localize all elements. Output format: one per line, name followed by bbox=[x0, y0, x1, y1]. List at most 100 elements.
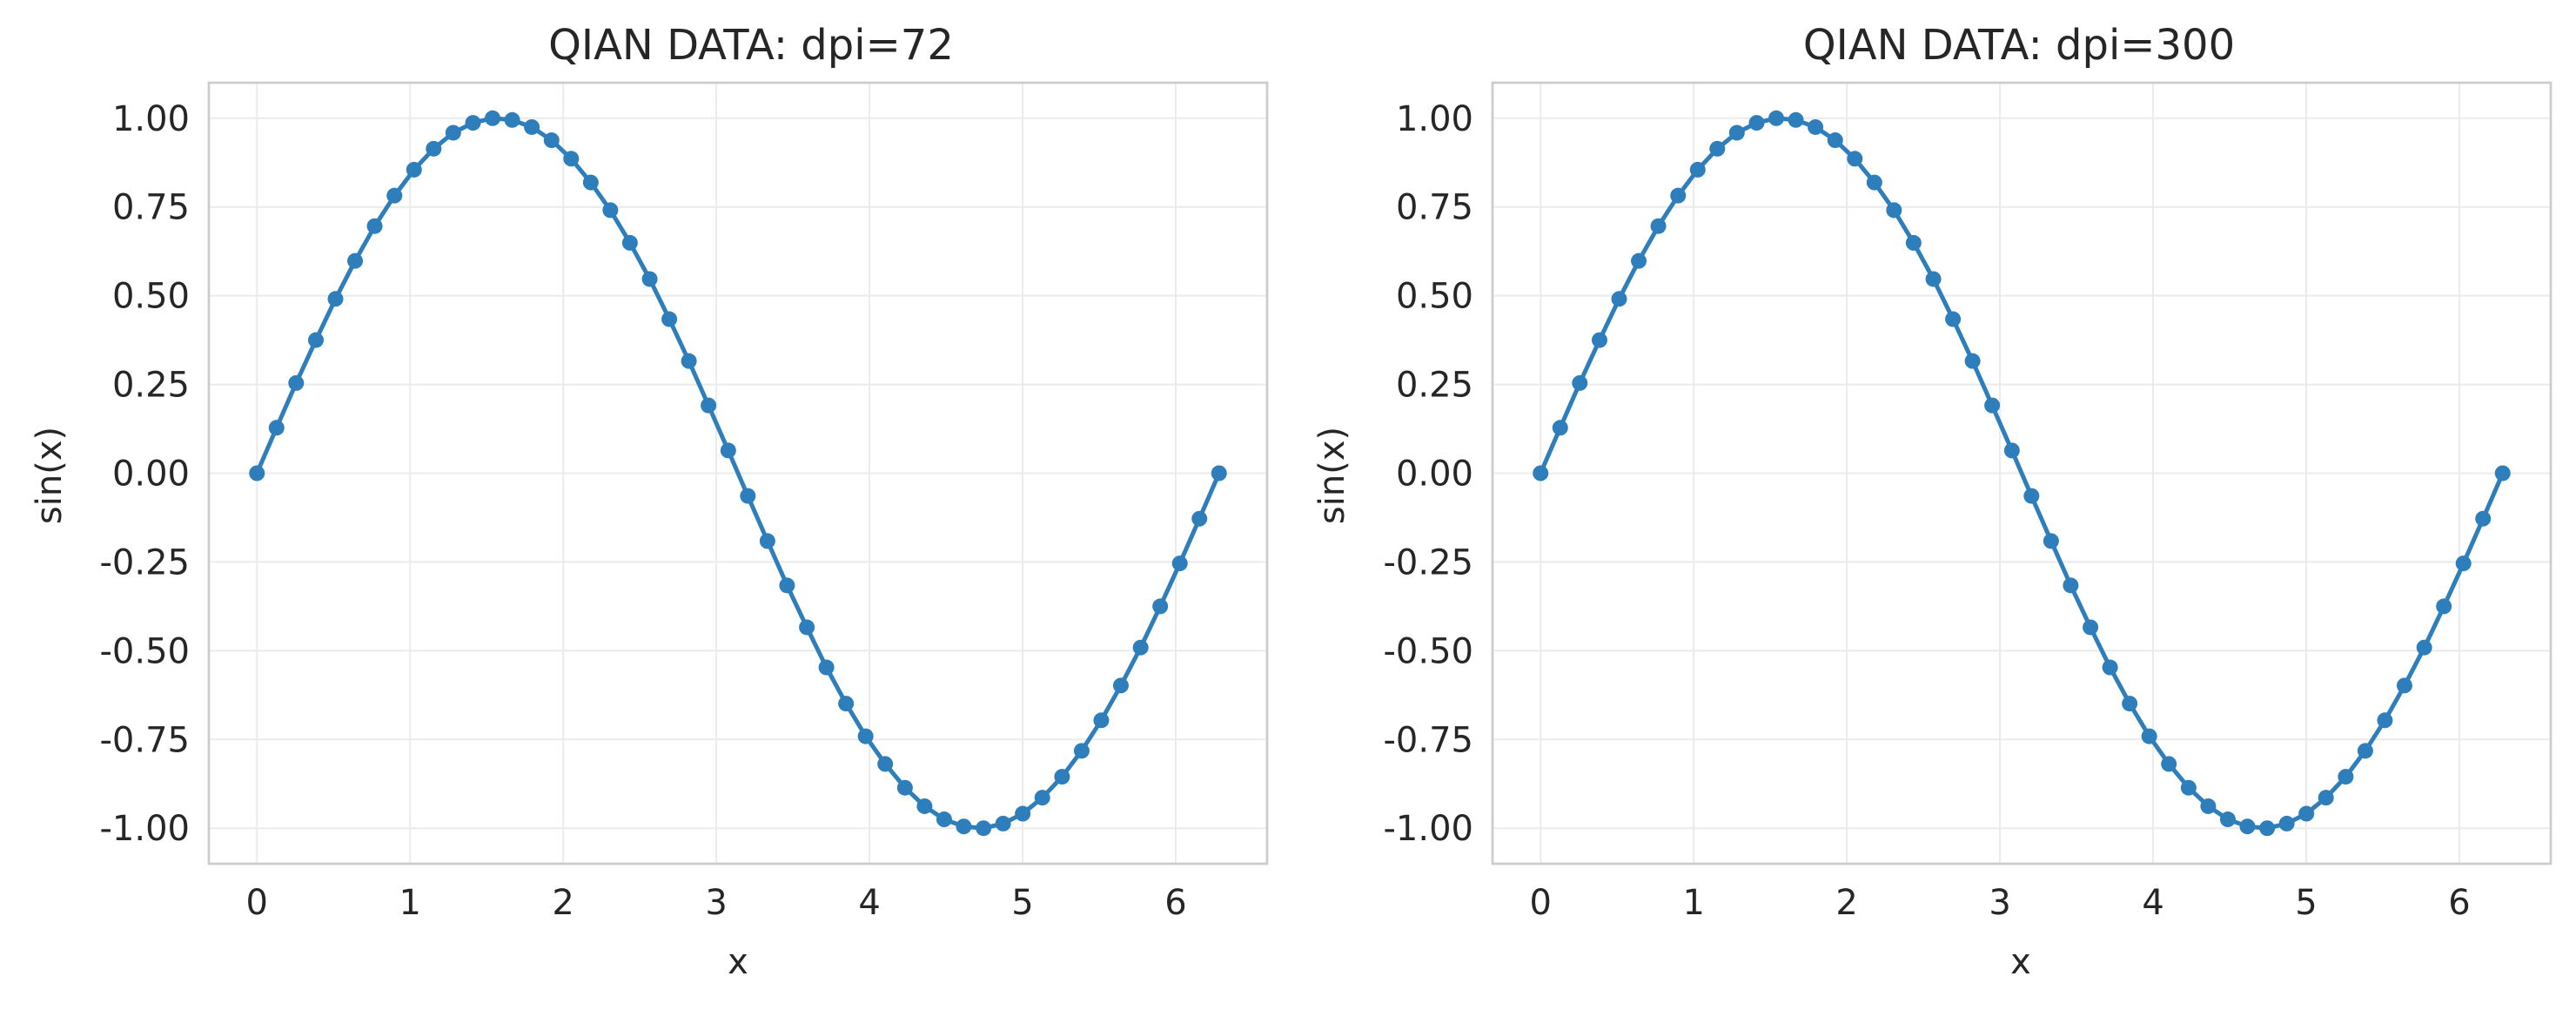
data-point bbox=[524, 118, 540, 135]
data-point bbox=[1054, 769, 1070, 785]
data-point bbox=[818, 659, 835, 676]
data-point bbox=[1211, 465, 1227, 481]
data-point bbox=[759, 533, 775, 549]
data-point bbox=[2475, 510, 2492, 527]
x-axis-label: x bbox=[728, 942, 748, 982]
data-point bbox=[426, 140, 442, 157]
y-tick-label: -0.75 bbox=[100, 720, 191, 760]
y-tick-label: -0.50 bbox=[100, 631, 191, 671]
data-point bbox=[1112, 677, 1129, 694]
data-point bbox=[1925, 271, 1942, 287]
y-tick-label: -1.00 bbox=[1384, 809, 1474, 849]
y-tick-label: -0.25 bbox=[1384, 542, 1474, 582]
x-tick-label: 3 bbox=[705, 883, 727, 923]
data-point bbox=[621, 234, 638, 251]
x-tick-label: 6 bbox=[2448, 883, 2470, 923]
data-point bbox=[307, 332, 324, 348]
data-point bbox=[1093, 712, 1110, 729]
data-point bbox=[2023, 488, 2040, 504]
data-point bbox=[1650, 218, 1667, 234]
data-point bbox=[563, 151, 580, 167]
data-point bbox=[1552, 420, 1568, 436]
data-point bbox=[602, 202, 619, 219]
data-point bbox=[543, 132, 560, 149]
data-point bbox=[465, 115, 481, 131]
data-point bbox=[1073, 743, 1090, 759]
data-point bbox=[1788, 111, 1804, 128]
data-point bbox=[1827, 132, 1843, 149]
data-point bbox=[327, 291, 344, 307]
data-point bbox=[2003, 442, 2020, 459]
data-point bbox=[2219, 811, 2236, 828]
data-point bbox=[2259, 820, 2276, 837]
data-point bbox=[1015, 805, 1031, 822]
y-tick-label: 0.25 bbox=[112, 366, 190, 406]
data-point bbox=[582, 174, 599, 191]
y-tick-label: 0.75 bbox=[112, 188, 190, 228]
chart-title: QIAN DATA: dpi=300 bbox=[1803, 21, 2235, 70]
data-point bbox=[1533, 465, 1549, 481]
data-point bbox=[1945, 311, 1962, 327]
data-point bbox=[641, 271, 658, 287]
plot-border bbox=[1491, 81, 2553, 865]
data-point bbox=[1964, 353, 1981, 369]
y-axis-label: sin(x) bbox=[30, 427, 70, 524]
data-point bbox=[2436, 598, 2452, 615]
data-point bbox=[2122, 696, 2138, 712]
data-point bbox=[1905, 234, 1922, 251]
plot-border bbox=[207, 81, 1269, 865]
data-point bbox=[386, 187, 403, 204]
data-point bbox=[2141, 728, 2157, 744]
data-point bbox=[1748, 115, 1765, 131]
y-tick-label: 0.50 bbox=[112, 277, 190, 317]
data-point bbox=[2455, 556, 2472, 572]
x-tick-label: 1 bbox=[1682, 883, 1704, 923]
data-point bbox=[1631, 252, 1647, 269]
x-tick-label: 6 bbox=[1164, 883, 1186, 923]
data-point bbox=[1984, 397, 2001, 414]
data-point bbox=[2083, 619, 2099, 636]
data-point bbox=[1152, 598, 1169, 615]
data-point bbox=[2200, 798, 2217, 814]
data-point bbox=[956, 818, 972, 835]
data-point bbox=[896, 779, 913, 796]
data-point bbox=[2298, 805, 2315, 822]
data-point bbox=[406, 161, 422, 178]
data-point bbox=[2416, 639, 2432, 656]
data-point bbox=[445, 125, 461, 141]
data-point bbox=[681, 353, 697, 369]
x-tick-label: 2 bbox=[552, 883, 574, 923]
data-point bbox=[936, 811, 952, 828]
data-point bbox=[2102, 659, 2118, 676]
data-point bbox=[366, 218, 383, 234]
x-tick-label: 2 bbox=[1835, 883, 1857, 923]
x-tick-label: 3 bbox=[1989, 883, 2010, 923]
data-point bbox=[976, 820, 992, 837]
data-point bbox=[838, 696, 855, 712]
y-tick-label: -1.00 bbox=[100, 809, 191, 849]
y-tick-label: 0.75 bbox=[1396, 188, 1473, 228]
data-point bbox=[2318, 790, 2334, 806]
data-point bbox=[2357, 743, 2373, 759]
chart-panel-left: QIAN DATA: dpi=72 sin(x) x 0 1 2 3 4 5 6 1.00 0.… bbox=[30, 21, 1269, 982]
data-point bbox=[995, 815, 1011, 832]
y-tick-label: -0.50 bbox=[1384, 631, 1474, 671]
data-point bbox=[720, 442, 736, 459]
data-point bbox=[799, 619, 815, 636]
y-tick-label: 0.00 bbox=[1396, 454, 1473, 495]
y-tick-label: 1.00 bbox=[112, 99, 190, 139]
x-tick-label: 1 bbox=[399, 883, 420, 923]
x-tick-label: 0 bbox=[1530, 883, 1552, 923]
data-point bbox=[1191, 510, 1208, 527]
y-tick-label: 0.50 bbox=[1396, 277, 1473, 317]
data-point bbox=[701, 397, 717, 414]
data-point bbox=[740, 488, 756, 504]
y-tick-label: 0.00 bbox=[112, 454, 190, 495]
data-point bbox=[1670, 187, 1687, 204]
data-point bbox=[2377, 712, 2393, 729]
chart-panel-right: QIAN DATA: dpi=300 sin(x) x 0 1 2 3 4 5 6 1.00 0… bbox=[1312, 21, 2553, 982]
x-tick-label: 4 bbox=[2142, 883, 2163, 923]
data-point bbox=[1689, 161, 1706, 178]
data-point bbox=[1886, 202, 1902, 219]
